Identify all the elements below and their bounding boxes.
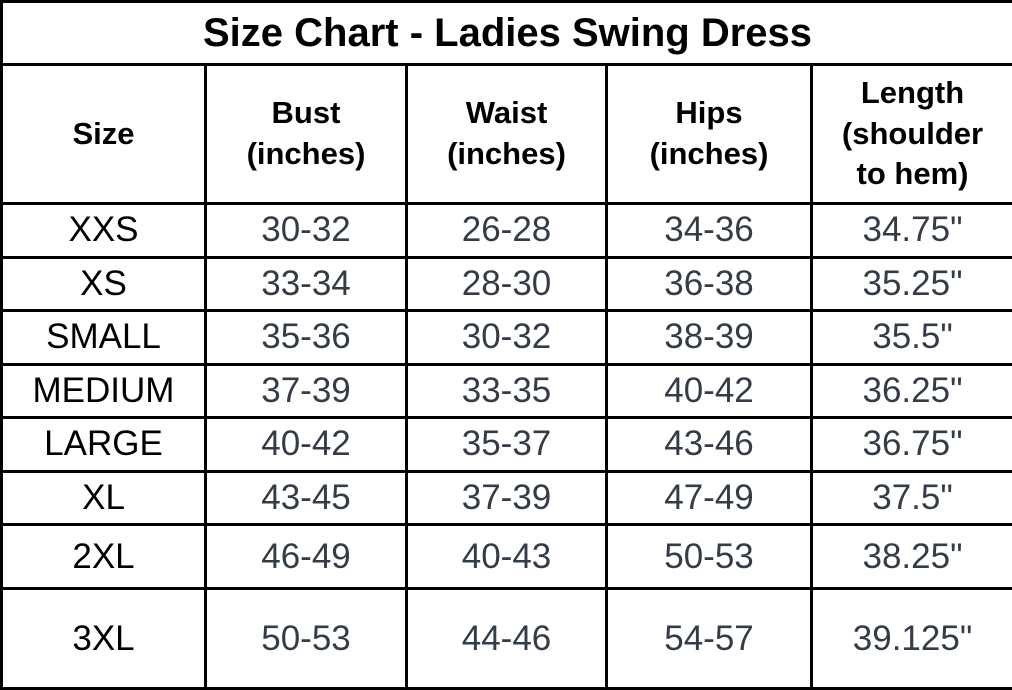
waist-cell: 40-43 (405, 523, 608, 591)
waist-cell: 33-35 (405, 362, 608, 420)
header-row: Size Bust (inches) Waist (inches) Hips (… (0, 63, 1012, 205)
waist-cell: 35-37 (405, 416, 608, 473)
bust-cell: 30-32 (204, 202, 408, 259)
header-cell-waist: Waist (inches) (405, 63, 608, 205)
size-cell: SMALL (0, 309, 207, 366)
header-cell-hips: Hips (inches) (605, 63, 813, 205)
hips-cell: 50-53 (605, 523, 813, 591)
header-cell-size: Size (0, 63, 207, 205)
hips-cell: 43-46 (605, 416, 813, 473)
waist-cell: 37-39 (405, 469, 608, 527)
bust-cell: 40-42 (204, 416, 408, 473)
size-cell: 3XL (0, 587, 207, 690)
waist-cell: 26-28 (405, 202, 608, 259)
length-cell: 35.25" (809, 255, 1012, 313)
table-row-small: SMALL 35-36 30-32 38-39 35.5" (0, 309, 1012, 366)
length-cell: 39.125" (809, 587, 1012, 690)
hips-cell: 36-38 (605, 255, 813, 313)
table-row-2xl: 2XL 46-49 40-43 50-53 38.25" (0, 523, 1012, 591)
hips-cell: 34-36 (605, 202, 813, 259)
bust-cell: 35-36 (204, 309, 408, 366)
hips-cell: 40-42 (605, 362, 813, 420)
length-cell: 38.25" (809, 523, 1012, 591)
length-cell: 36.25" (809, 362, 1012, 420)
header-cell-bust: Bust (inches) (204, 63, 408, 205)
length-cell: 34.75" (809, 202, 1012, 259)
size-cell: MEDIUM (0, 362, 207, 420)
table-row-xxs: XXS 30-32 26-28 34-36 34.75" (0, 202, 1012, 259)
size-cell: XS (0, 255, 207, 313)
title-row: Size Chart - Ladies Swing Dress (0, 0, 1012, 66)
size-cell: 2XL (0, 523, 207, 591)
size-cell: XXS (0, 202, 207, 259)
table-row-3xl: 3XL 50-53 44-46 54-57 39.125" (0, 587, 1012, 690)
table-row-large: LARGE 40-42 35-37 43-46 36.75" (0, 416, 1012, 473)
bust-cell: 46-49 (204, 523, 408, 591)
size-cell: LARGE (0, 416, 207, 473)
chart-title: Size Chart - Ladies Swing Dress (0, 0, 1012, 66)
bust-cell: 43-45 (204, 469, 408, 527)
table-row-xl: XL 43-45 37-39 47-49 37.5" (0, 469, 1012, 527)
table-row-xs: XS 33-34 28-30 36-38 35.25" (0, 255, 1012, 313)
length-cell: 35.5" (809, 309, 1012, 366)
waist-cell: 30-32 (405, 309, 608, 366)
bust-cell: 50-53 (204, 587, 408, 690)
table-row-medium: MEDIUM 37-39 33-35 40-42 36.25" (0, 362, 1012, 420)
hips-cell: 38-39 (605, 309, 813, 366)
hips-cell: 54-57 (605, 587, 813, 690)
bust-cell: 33-34 (204, 255, 408, 313)
size-cell: XL (0, 469, 207, 527)
header-cell-length: Length (shoulder to hem) (809, 63, 1012, 205)
hips-cell: 47-49 (605, 469, 813, 527)
waist-cell: 28-30 (405, 255, 608, 313)
length-cell: 36.75" (809, 416, 1012, 473)
length-cell: 37.5" (809, 469, 1012, 527)
waist-cell: 44-46 (405, 587, 608, 690)
bust-cell: 37-39 (204, 362, 408, 420)
